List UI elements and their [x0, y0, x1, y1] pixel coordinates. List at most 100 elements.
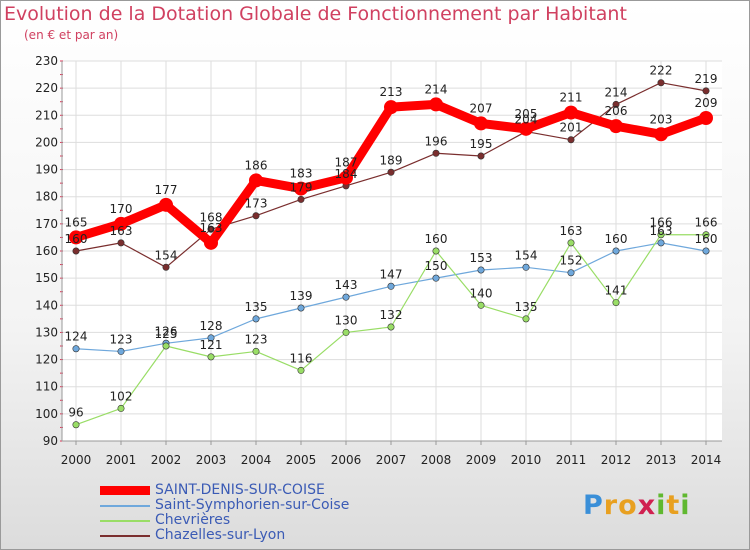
chart-title: Evolution de la Dotation Globale de Fonc…	[4, 3, 627, 25]
data-point	[612, 299, 620, 307]
data-point	[384, 100, 398, 115]
legend-label: SAINT-DENIS-SUR-COISE	[155, 482, 325, 498]
chart-subtitle: (en € et par an)	[24, 28, 119, 42]
data-label: 163	[650, 224, 673, 238]
logo-letter: i	[656, 490, 667, 521]
y-tick-label: 90	[43, 434, 58, 448]
x-tick-label: 2005	[286, 453, 317, 467]
data-point	[432, 274, 440, 282]
data-label: 211	[560, 91, 583, 105]
y-tick-label: 220	[35, 81, 58, 95]
data-point	[387, 282, 395, 290]
data-point	[69, 230, 83, 245]
data-label: 126	[155, 324, 178, 338]
x-tick-label: 2012	[601, 453, 632, 467]
data-point	[162, 342, 170, 350]
data-point	[297, 366, 305, 374]
data-label: 116	[290, 351, 313, 365]
data-label: 130	[335, 313, 358, 327]
legend-label: Chevrières	[155, 512, 231, 528]
logo-letter: t	[666, 490, 681, 521]
data-label: 195	[470, 137, 493, 151]
data-label: 170	[110, 202, 133, 216]
data-label: 128	[200, 319, 223, 333]
data-point	[72, 345, 80, 353]
data-point	[567, 239, 575, 247]
data-point	[252, 212, 260, 220]
data-point	[477, 152, 485, 160]
y-tick-label: 190	[35, 163, 58, 177]
data-point	[612, 100, 620, 108]
proxiti-logo: Proxiti	[583, 490, 691, 521]
data-point	[342, 293, 350, 301]
y-tick-label: 140	[35, 298, 58, 312]
data-point	[207, 334, 215, 342]
data-label: 183	[290, 167, 313, 181]
data-point	[72, 247, 80, 255]
data-point	[207, 225, 215, 233]
data-label: 205	[515, 107, 538, 121]
data-label: 173	[245, 197, 268, 211]
data-point	[522, 263, 530, 271]
data-point	[702, 247, 710, 255]
data-point	[429, 97, 443, 112]
data-labels: 124 123 126 128 135 139 143 147 150 153 154 152 160 1…	[65, 64, 718, 420]
data-label: 96	[68, 406, 83, 420]
data-point	[207, 353, 215, 361]
x-tick-label: 2009	[466, 453, 497, 467]
data-point	[702, 87, 710, 95]
x-tick-label: 2011	[556, 453, 587, 467]
y-tick-label: 230	[35, 54, 58, 68]
data-point	[117, 347, 125, 355]
data-label: 168	[200, 210, 223, 224]
data-label: 166	[650, 216, 673, 230]
data-point	[702, 231, 710, 239]
data-point	[72, 421, 80, 429]
data-label: 124	[65, 330, 88, 344]
data-label: 123	[110, 332, 133, 346]
data-point	[567, 269, 575, 277]
data-label: 219	[695, 72, 718, 86]
logo-letter: P	[583, 490, 604, 521]
data-point	[657, 231, 665, 239]
data-label: 135	[245, 300, 268, 314]
data-label: 222	[650, 64, 673, 78]
legend-swatch	[100, 535, 150, 537]
data-label: 186	[245, 158, 268, 172]
data-label: 201	[560, 121, 583, 135]
series-lines	[69, 79, 713, 429]
logo-letter: x	[637, 490, 657, 521]
x-tick-label: 2014	[691, 453, 722, 467]
data-label: 213	[380, 85, 403, 99]
data-point	[159, 197, 173, 212]
data-point	[567, 136, 575, 144]
data-label: 204	[515, 113, 538, 127]
data-label: 153	[470, 251, 493, 265]
x-tick-label: 2003	[196, 453, 227, 467]
data-point	[519, 121, 533, 136]
y-tick-label: 130	[35, 325, 58, 339]
data-label: 160	[65, 232, 88, 246]
x-tick-label: 2000	[61, 453, 92, 467]
data-label: 154	[155, 248, 178, 262]
data-point	[657, 239, 665, 247]
y-tick-label: 170	[35, 217, 58, 231]
data-label: 196	[425, 134, 448, 148]
data-label: 132	[380, 308, 403, 322]
x-tick-label: 2013	[646, 453, 677, 467]
data-label: 163	[200, 221, 223, 235]
data-label: 160	[425, 232, 448, 246]
data-label: 123	[245, 332, 268, 346]
legend-label: Chazelles-sur-Lyon	[155, 527, 286, 543]
data-point	[162, 263, 170, 271]
legend-label: Saint-Symphorien-sur-Coise	[155, 497, 350, 513]
x-tick-label: 2006	[331, 453, 362, 467]
data-label: 163	[110, 224, 133, 238]
data-label: 147	[380, 267, 403, 281]
data-label: 121	[200, 338, 223, 352]
data-label: 187	[335, 156, 358, 170]
y-tick-label: 160	[35, 244, 58, 258]
data-label: 139	[290, 289, 313, 303]
data-point	[249, 173, 263, 188]
data-label: 214	[605, 85, 628, 99]
